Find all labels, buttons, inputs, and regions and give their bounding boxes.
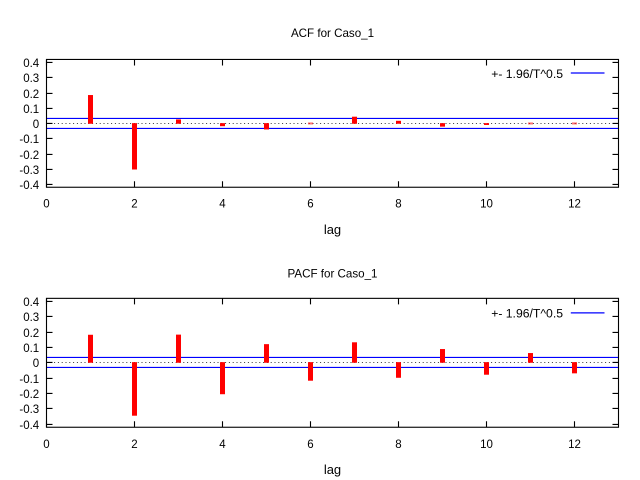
svg-text:ACF for Caso_1: ACF for Caso_1 xyxy=(291,27,374,40)
svg-text:0: 0 xyxy=(33,119,39,131)
svg-text:lag: lag xyxy=(324,222,341,237)
svg-text:+- 1.96/T^0.5: +- 1.96/T^0.5 xyxy=(491,307,563,321)
svg-text:0.1: 0.1 xyxy=(23,104,39,116)
svg-text:0: 0 xyxy=(43,199,49,211)
svg-text:lag: lag xyxy=(324,462,341,477)
svg-text:0.3: 0.3 xyxy=(23,73,39,85)
svg-text:4: 4 xyxy=(219,439,226,451)
svg-text:-0.2: -0.2 xyxy=(19,389,39,401)
svg-text:8: 8 xyxy=(395,199,401,211)
svg-text:0: 0 xyxy=(43,439,49,451)
svg-text:2: 2 xyxy=(131,199,137,211)
svg-text:10: 10 xyxy=(480,439,493,451)
svg-text:+- 1.96/T^0.5: +- 1.96/T^0.5 xyxy=(491,67,563,81)
svg-text:-0.3: -0.3 xyxy=(19,165,39,177)
svg-text:4: 4 xyxy=(219,199,226,211)
svg-text:0: 0 xyxy=(33,358,39,370)
svg-text:12: 12 xyxy=(568,439,581,451)
svg-text:2: 2 xyxy=(131,439,137,451)
svg-text:-0.2: -0.2 xyxy=(19,150,39,162)
svg-text:0.2: 0.2 xyxy=(23,328,39,340)
svg-text:-0.4: -0.4 xyxy=(19,180,39,192)
svg-text:-0.1: -0.1 xyxy=(19,374,39,386)
svg-text:0.4: 0.4 xyxy=(23,58,40,70)
svg-text:0.1: 0.1 xyxy=(23,343,39,355)
svg-text:PACF for Caso_1: PACF for Caso_1 xyxy=(288,267,378,280)
svg-text:0.3: 0.3 xyxy=(23,312,39,324)
svg-text:0.4: 0.4 xyxy=(23,297,40,309)
svg-text:12: 12 xyxy=(568,199,581,211)
svg-text:0.2: 0.2 xyxy=(23,89,39,101)
svg-text:10: 10 xyxy=(480,199,493,211)
svg-text:-0.1: -0.1 xyxy=(19,134,39,146)
svg-text:-0.4: -0.4 xyxy=(19,420,39,432)
svg-text:6: 6 xyxy=(307,439,313,451)
svg-text:8: 8 xyxy=(395,439,401,451)
svg-text:6: 6 xyxy=(307,199,313,211)
svg-text:-0.3: -0.3 xyxy=(19,404,39,416)
